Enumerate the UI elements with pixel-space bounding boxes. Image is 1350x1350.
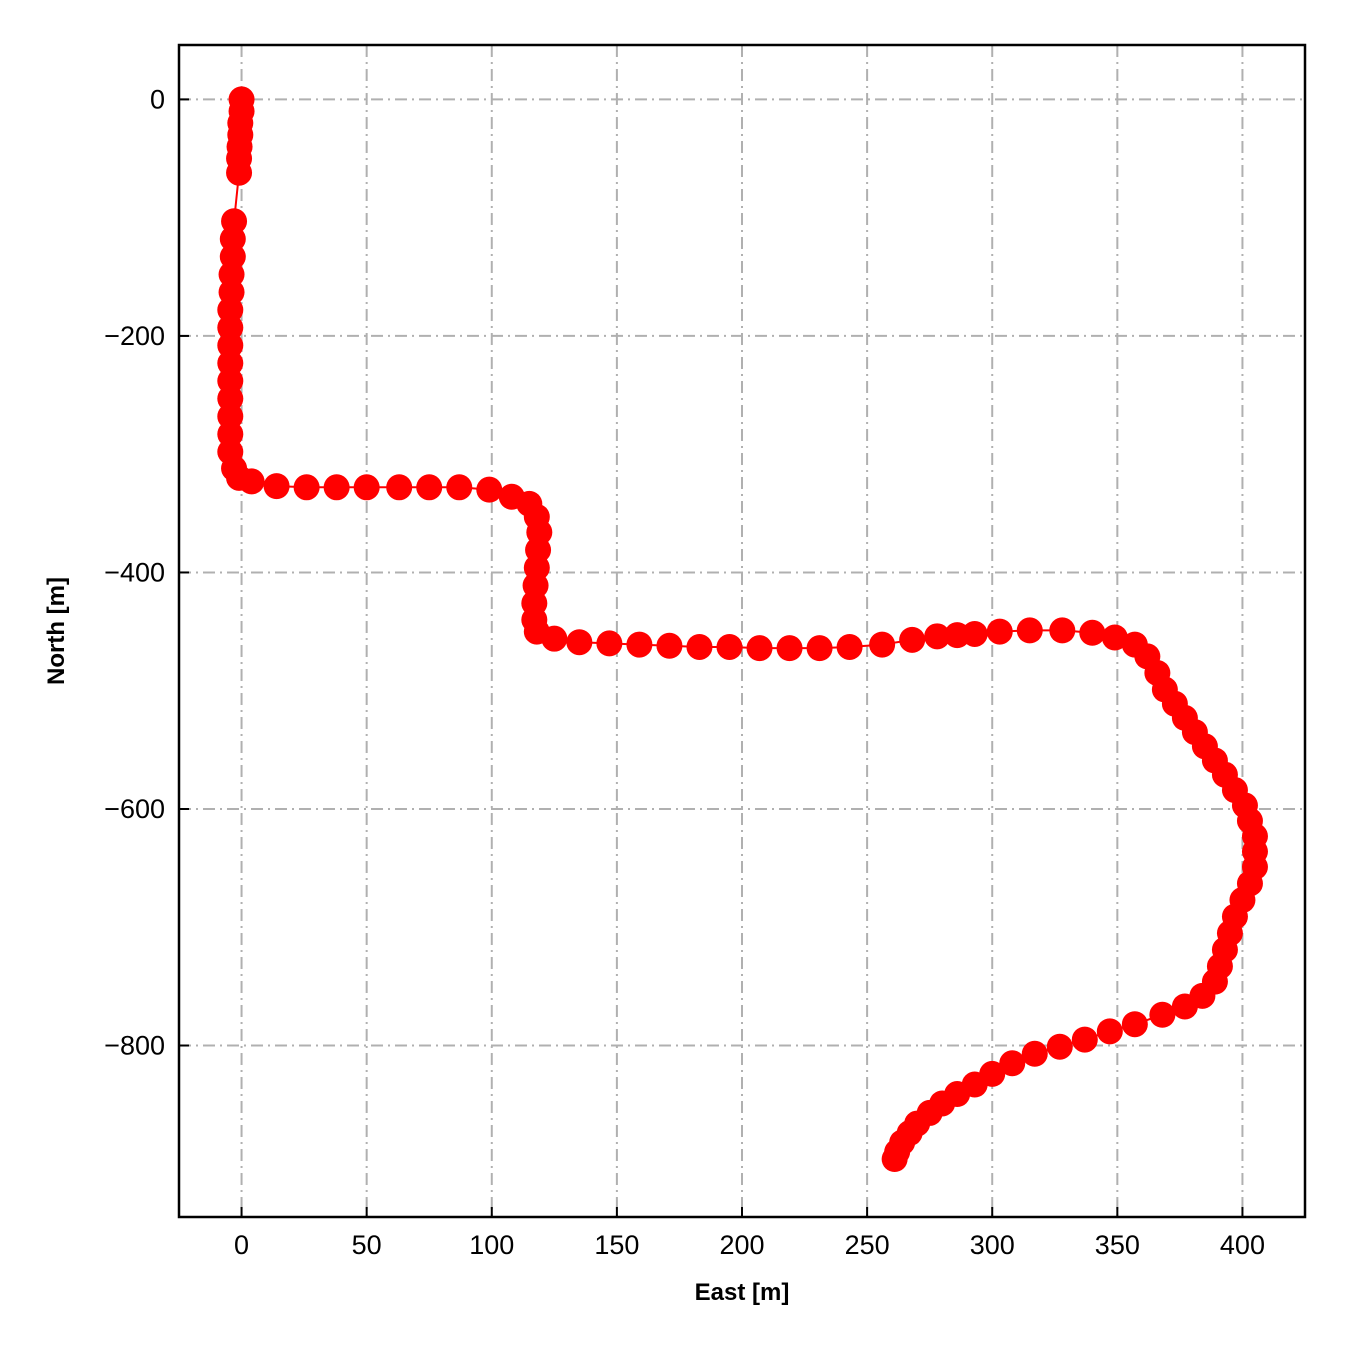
- track-point: [1121, 1011, 1148, 1038]
- y-tick-label: −400: [104, 557, 165, 587]
- track-point: [899, 626, 926, 653]
- track-point: [596, 630, 623, 657]
- x-tick-label: 400: [1220, 1230, 1265, 1260]
- track-point: [626, 631, 653, 658]
- track-point: [656, 632, 683, 659]
- track-point: [1101, 624, 1128, 651]
- track-point: [999, 1050, 1026, 1077]
- x-tick-label: 200: [719, 1230, 764, 1260]
- x-tick-label: 250: [845, 1230, 890, 1260]
- track-point: [263, 473, 290, 500]
- track-point: [1149, 1001, 1176, 1028]
- track-point: [1016, 617, 1043, 644]
- y-tick-label: 0: [150, 84, 165, 114]
- track-series: [217, 86, 1268, 1173]
- x-tick-label: 100: [469, 1230, 514, 1260]
- x-axis-label: East [m]: [695, 1279, 790, 1306]
- track-point: [881, 1146, 908, 1173]
- track-point: [353, 474, 380, 501]
- track-point: [386, 474, 413, 501]
- track-point: [961, 620, 988, 647]
- track-point: [238, 468, 265, 495]
- track-point: [1046, 1033, 1073, 1060]
- y-tick-label: −800: [104, 1031, 165, 1061]
- track-point: [293, 474, 320, 501]
- x-tick-label: 150: [594, 1230, 639, 1260]
- x-tick-label: 300: [970, 1230, 1015, 1260]
- y-axis-ticks: 0 −200 −400 −600 −800: [104, 84, 189, 1061]
- track-point: [1021, 1040, 1048, 1067]
- track-point: [1096, 1018, 1123, 1045]
- track-point: [1079, 619, 1106, 646]
- track-point: [686, 633, 713, 660]
- track-point: [476, 476, 503, 503]
- track-point: [716, 633, 743, 660]
- track-point: [323, 474, 350, 501]
- track-point: [446, 474, 473, 501]
- track-point: [746, 635, 773, 662]
- grid: [179, 45, 1305, 1217]
- y-axis-label: North [m]: [43, 577, 70, 685]
- track-point: [226, 159, 253, 186]
- track-point: [776, 635, 803, 662]
- track-point: [566, 629, 593, 656]
- x-tick-label: 0: [234, 1230, 249, 1260]
- y-tick-label: −600: [104, 794, 165, 824]
- x-tick-label: 350: [1095, 1230, 1140, 1260]
- track-point: [986, 618, 1013, 645]
- track-point: [416, 474, 443, 501]
- track-point: [924, 623, 951, 650]
- track-point: [1049, 617, 1076, 644]
- track-point: [806, 635, 833, 662]
- track-point: [1071, 1026, 1098, 1053]
- track-point: [541, 625, 568, 652]
- track-point: [1171, 993, 1198, 1020]
- track-point: [836, 633, 863, 660]
- track-point: [869, 631, 896, 658]
- y-tick-label: −200: [104, 321, 165, 351]
- x-axis-ticks: 0 50 100 150 200 250 300 350 400: [234, 1207, 1265, 1260]
- x-tick-label: 50: [352, 1230, 382, 1260]
